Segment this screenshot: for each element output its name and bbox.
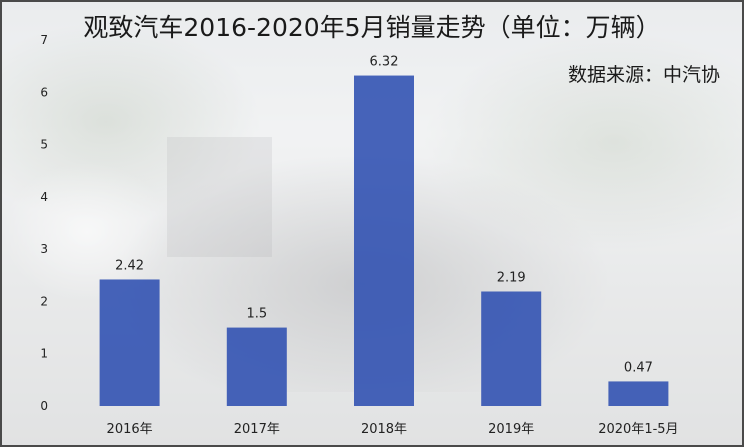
value-label-3: 2.19 [497, 270, 526, 285]
y-tick-label-4: 4 [40, 190, 48, 204]
value-label-0: 2.42 [115, 258, 144, 273]
y-tick-label-2: 2 [40, 294, 48, 308]
bar-1 [226, 327, 287, 406]
category-label-2: 2018年 [361, 422, 407, 437]
y-tick-label-6: 6 [40, 85, 48, 99]
y-tick-label-5: 5 [40, 138, 48, 152]
data-source-note: 数据来源：中汽协 [567, 64, 720, 86]
category-label-4: 2020年1-5月 [598, 422, 678, 437]
value-label-2: 6.32 [370, 55, 399, 70]
value-label-4: 0.47 [624, 360, 653, 375]
value-label-1: 1.5 [246, 307, 267, 322]
y-tick-label-0: 0 [40, 399, 48, 413]
chart-title: 观致汽车2016-2020年5月销量走势（单位：万辆） [83, 13, 661, 42]
category-label-0: 2016年 [107, 422, 153, 437]
y-tick-label-7: 7 [40, 33, 48, 47]
bar-0 [99, 279, 160, 406]
y-tick-label-1: 1 [40, 347, 48, 361]
category-label-1: 2017年 [234, 422, 280, 437]
y-tick-label-3: 3 [40, 242, 48, 256]
bar-4 [608, 381, 669, 406]
category-label-3: 2019年 [488, 422, 534, 437]
bar-3 [481, 291, 542, 406]
bar-2 [354, 75, 414, 406]
